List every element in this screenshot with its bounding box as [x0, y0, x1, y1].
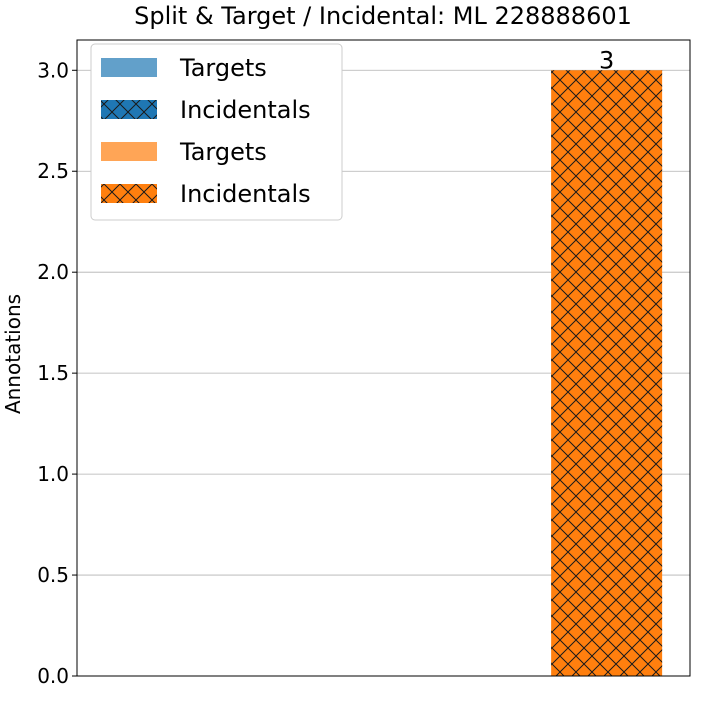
- legend-swatch: [101, 58, 157, 77]
- legend-frame: [90, 43, 343, 221]
- legend-label: Incidentals: [180, 96, 311, 124]
- legend-label: Incidentals: [180, 180, 311, 208]
- chart-title: Split & Target / Incidental: ML 22888860…: [134, 2, 632, 30]
- legend-label: Targets: [179, 138, 267, 166]
- y-tick-label: 2.0: [37, 260, 69, 284]
- legend: Targets Incidentals Targets Incidentals: [90, 43, 343, 221]
- y-tick-label: 0.0: [37, 664, 69, 688]
- y-tick-label: 2.5: [37, 159, 69, 183]
- legend-swatch-hatch: [101, 184, 157, 203]
- bar-hatch: [551, 70, 663, 677]
- y-axis: 0.0 0.5 1.0 1.5 2.0 2.5 3.0: [37, 58, 77, 688]
- y-tick-label: 1.5: [37, 361, 69, 385]
- y-tick-label: 1.0: [37, 462, 69, 486]
- legend-swatch: [101, 142, 157, 161]
- legend-label: Targets: [179, 54, 267, 82]
- bar-label-layer: 3: [599, 46, 614, 74]
- y-axis-label: Annotations: [1, 294, 25, 414]
- legend-swatch-hatch: [101, 100, 157, 119]
- bar-value-label: 3: [599, 46, 614, 74]
- plot-frame: [76, 39, 691, 677]
- y-tick-label: 0.5: [37, 563, 69, 587]
- y-tick-label: 3.0: [37, 58, 69, 82]
- bar-layer: [551, 70, 663, 677]
